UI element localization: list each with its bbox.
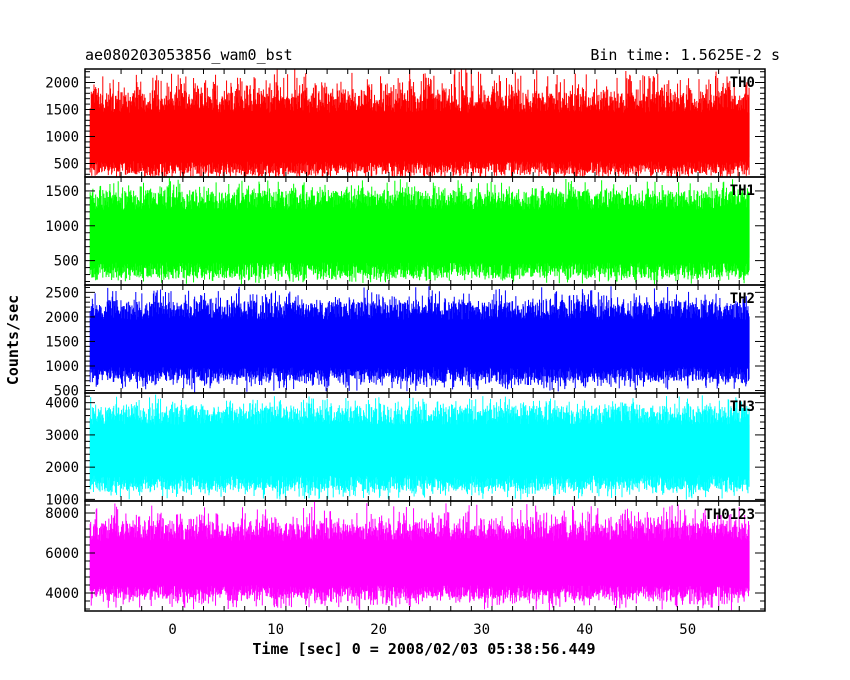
y-tick-label: 2500 (45, 285, 79, 301)
x-tick-label: 50 (679, 622, 696, 638)
panel-label: TH0123 (704, 507, 755, 523)
y-tick-label: 500 (54, 157, 79, 173)
y-tick-label: 2000 (45, 460, 79, 476)
panel-th1: 500 1000 1500 TH1 (45, 176, 766, 286)
x-tick-label: 30 (473, 622, 490, 638)
y-tick-label: 1500 (45, 103, 79, 119)
y-tick-label: 4000 (45, 396, 79, 412)
y-tick-label: 3000 (45, 428, 79, 444)
y-tick-label: 1000 (45, 219, 79, 235)
panel-label: TH3 (730, 399, 755, 415)
y-tick-label: 8000 (45, 506, 79, 522)
y-tick-label: 4000 (45, 586, 79, 602)
y-tick-label: 1500 (45, 334, 79, 350)
panel-th0123: 4000 6000 8000 TH0123 (45, 500, 766, 612)
figure-title-left: ae080203053856_wam0_bst (85, 46, 293, 64)
y-axis-label: Counts/sec (4, 295, 22, 385)
y-tick-label: 1000 (45, 492, 79, 508)
panel-th0: 500 1000 1500 2000 TH0 (45, 68, 766, 178)
x-tick-label: 20 (370, 622, 387, 638)
series-band-th1 (90, 209, 750, 258)
panel-label: TH0 (730, 75, 755, 91)
series-band-th0123 (90, 541, 750, 582)
y-tick-label: 1000 (45, 359, 79, 375)
series-band-th0 (90, 112, 750, 158)
y-tick-label: 1000 (45, 130, 79, 146)
panel-label: TH2 (730, 291, 755, 307)
series-band-th2 (90, 319, 750, 364)
x-axis-label: Time [sec] 0 = 2008/02/03 05:38:56.449 (252, 640, 595, 658)
series-band-th3 (90, 424, 750, 471)
figure-title-right: Bin time: 1.5625E-2 s (590, 46, 780, 64)
y-tick-label: 2000 (45, 310, 79, 326)
x-axis: 0 10 20 30 40 50 (168, 622, 696, 638)
y-tick-label: 1500 (45, 184, 79, 200)
y-tick-label: 500 (54, 254, 79, 270)
x-tick-label: 10 (267, 622, 284, 638)
x-tick-label: 40 (576, 622, 593, 638)
panel-th3: 1000 2000 3000 4000 TH3 (45, 392, 766, 508)
panel-frame (84, 500, 766, 612)
x-tick-label: 0 (168, 622, 176, 638)
panel-label: TH1 (730, 183, 755, 199)
y-tick-label: 6000 (45, 546, 79, 562)
y-tick-label: 500 (54, 384, 79, 400)
panel-th2: 500 1000 1500 2000 2500 TH2 (45, 284, 766, 400)
y-tick-label: 2000 (45, 76, 79, 92)
